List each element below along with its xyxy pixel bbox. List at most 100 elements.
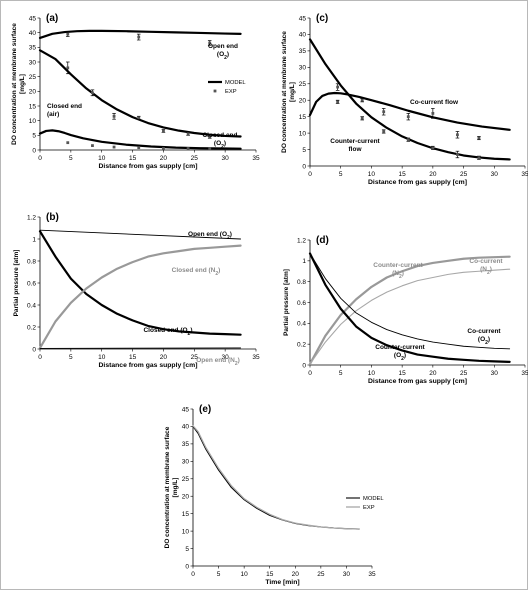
x-tick-label: 20 xyxy=(429,171,437,178)
series-line-closed-end-o2 xyxy=(38,230,242,336)
annotation-label: Co-current xyxy=(467,328,501,335)
y-axis-label-line: DO concentration at membrane surface xyxy=(281,31,288,153)
series-line-closed-end-air xyxy=(38,129,242,150)
x-tick-label: 15 xyxy=(129,354,137,361)
x-tick-label: 15 xyxy=(266,571,274,578)
x-tick-label: 5 xyxy=(217,571,221,578)
data-point-exp xyxy=(336,85,340,89)
y-tick-label: 0.4 xyxy=(297,321,306,328)
y-tick-label: 0 xyxy=(302,163,306,170)
series-line-open-end-o2 xyxy=(39,229,242,240)
data-point-exp xyxy=(137,116,141,120)
x-tick-label: 30 xyxy=(222,354,230,361)
y-tick-label: 0 xyxy=(32,346,36,353)
data-point-exp xyxy=(360,98,364,102)
y-tick-label: 10 xyxy=(299,130,307,137)
x-tick-label: 10 xyxy=(98,155,106,162)
x-tick-label: 0 xyxy=(308,370,312,377)
chart-panel-2: 0 5 10 15 20 25 30 35 0 5 10 15 20 25 30 35 40 45 Distance… xyxy=(281,13,528,186)
y-tick-label: 35 xyxy=(182,441,190,448)
y-tick-label: 40 xyxy=(182,424,190,431)
y-tick-label: 1.2 xyxy=(27,214,36,221)
series-line-open-end-n2 xyxy=(39,347,242,349)
series-line-co-current-n2 xyxy=(309,268,511,365)
y-tick-label: 25 xyxy=(29,74,37,81)
series-line-open-end-o2 xyxy=(38,29,242,40)
x-tick-label: 10 xyxy=(98,354,106,361)
x-tick-label: 15 xyxy=(129,155,137,162)
panel-label: (c) xyxy=(316,13,328,24)
y-tick-label: 5 xyxy=(302,147,306,154)
y-tick-label: 0.2 xyxy=(297,341,306,348)
y-axis-label-line: Partial pressure [atm] xyxy=(283,269,290,336)
x-tick-label: 5 xyxy=(69,354,73,361)
data-point-exp xyxy=(406,115,410,119)
data-point-exp xyxy=(66,32,70,36)
y-axis-label-line: [mg/L] xyxy=(172,478,179,498)
y-axis-label-line: [mg/L] xyxy=(289,82,296,102)
series-line-model xyxy=(192,425,360,530)
x-tick-label: 35 xyxy=(521,370,528,377)
y-tick-label: 0.6 xyxy=(27,280,36,287)
y-axis-label-line: [mg/L] xyxy=(19,74,26,94)
panel-label: (e) xyxy=(199,404,211,415)
annotation-label: Co-current flow xyxy=(410,99,459,106)
y-axis-label: Partial pressure [atm] xyxy=(283,269,290,336)
data-point-exp xyxy=(456,133,459,137)
annotation-label: Closed end xyxy=(47,103,82,110)
y-tick-label: 1.2 xyxy=(297,237,306,244)
y-tick-label: 30 xyxy=(299,65,307,72)
y-tick-label: 15 xyxy=(29,103,37,110)
x-tick-label: 30 xyxy=(491,370,499,377)
legend-entry-label: MODEL xyxy=(363,496,384,502)
data-point-exp xyxy=(186,147,190,150)
data-point-exp xyxy=(208,147,212,150)
y-tick-label: 15 xyxy=(299,114,307,121)
annotation-label: (O2) xyxy=(394,352,406,362)
data-point-exp xyxy=(137,35,141,39)
data-point-exp xyxy=(208,41,212,45)
y-axis-label: DO concentration at membrane surface[mg/… xyxy=(11,23,26,145)
x-tick-label: 25 xyxy=(191,155,199,162)
series-line-co-current-o2 xyxy=(309,253,511,350)
y-tick-label: 25 xyxy=(182,476,190,483)
annotation-label: Closed end (N2) xyxy=(172,267,221,277)
data-point-exp xyxy=(431,111,435,115)
series-line-exp xyxy=(192,425,360,530)
x-tick-label: 35 xyxy=(252,155,260,162)
y-tick-label: 45 xyxy=(29,15,37,22)
data-point-exp xyxy=(431,146,435,150)
y-tick-label: 15 xyxy=(182,511,190,518)
y-tick-label: 0.8 xyxy=(27,258,36,265)
y-axis-label-line: Partial pressure [atm] xyxy=(13,250,20,317)
x-tick-label: 5 xyxy=(339,171,343,178)
y-tick-label: 20 xyxy=(182,494,190,501)
y-tick-label: 25 xyxy=(299,81,307,88)
y-tick-label: 0 xyxy=(185,563,189,570)
y-axis-label: DO concentration at membrane surface[mg/… xyxy=(164,426,179,548)
annotation-label: (O2) xyxy=(217,51,229,61)
data-point-exp xyxy=(91,91,94,95)
x-tick-label: 25 xyxy=(460,370,468,377)
x-tick-label: 25 xyxy=(317,571,325,578)
data-point-exp xyxy=(112,145,116,149)
x-tick-label: 20 xyxy=(160,354,168,361)
x-tick-label: 10 xyxy=(241,571,249,578)
x-tick-label: 0 xyxy=(308,171,312,178)
annotation-label: (O2) xyxy=(214,140,226,150)
data-point-exp xyxy=(162,147,165,150)
x-tick-label: 10 xyxy=(368,370,376,377)
y-tick-label: 45 xyxy=(182,406,190,413)
y-tick-label: 20 xyxy=(299,98,307,105)
x-tick-label: 35 xyxy=(252,354,260,361)
chart-panel-1: 0 5 10 15 20 25 30 35 0 0.2 0.4 0.6 0.8 1 1.2 Distance … xyxy=(13,212,260,369)
annotation-label: Counter-current xyxy=(375,344,425,351)
x-tick-label: 0 xyxy=(191,571,195,578)
y-tick-label: 0 xyxy=(32,147,36,154)
data-point-exp xyxy=(112,114,116,118)
y-tick-label: 0.6 xyxy=(297,300,306,307)
data-point-exp xyxy=(406,138,410,142)
annotation-label: (N2) xyxy=(480,266,492,276)
panel-label: (a) xyxy=(46,13,58,24)
